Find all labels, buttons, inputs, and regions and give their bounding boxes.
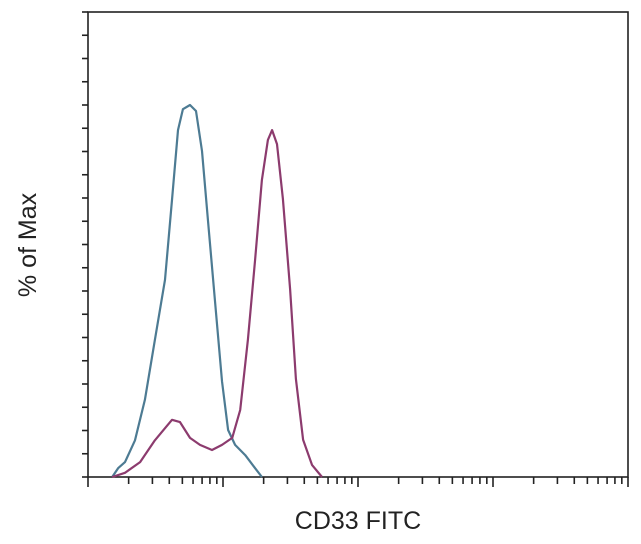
series-group xyxy=(111,103,323,479)
x-axis-ticks xyxy=(87,477,629,487)
y-axis-label: % of Max xyxy=(14,192,42,297)
y-axis-ticks xyxy=(82,11,88,478)
x-axis-label: CD33 FITC xyxy=(295,507,421,535)
series-line-1 xyxy=(111,103,263,478)
series-line-2 xyxy=(111,129,323,479)
